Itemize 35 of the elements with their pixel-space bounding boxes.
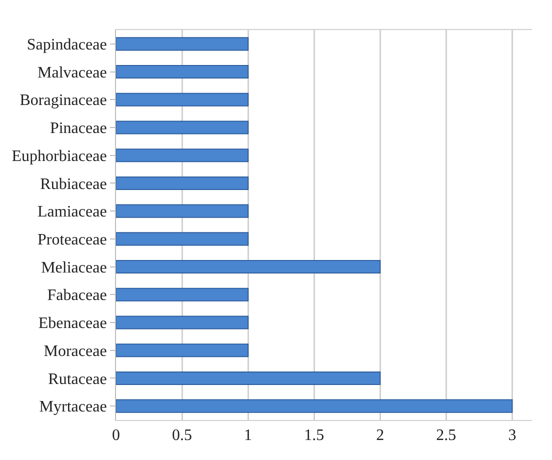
bar bbox=[116, 344, 249, 358]
bar bbox=[116, 232, 249, 246]
y-tick-label: Rubiaceae bbox=[40, 176, 107, 193]
bar bbox=[116, 204, 249, 218]
bar bbox=[116, 65, 249, 79]
bar bbox=[116, 92, 249, 106]
x-tick-label: 0.5 bbox=[172, 427, 192, 444]
x-tick-label: 1 bbox=[244, 427, 252, 444]
y-tick-label: Lamiaceae bbox=[38, 204, 107, 221]
y-tick-label: Rutaceae bbox=[48, 370, 107, 388]
bar bbox=[116, 260, 381, 274]
y-tick-label: Boraginaceae bbox=[20, 92, 107, 110]
y-tick-label: Ebenaceae bbox=[38, 315, 107, 332]
y-tick-label: Myrtaceae bbox=[39, 398, 107, 416]
x-tick-label: 1.5 bbox=[304, 427, 324, 444]
y-tick-label: Malvaceae bbox=[38, 64, 107, 82]
bar bbox=[116, 288, 249, 302]
bar bbox=[116, 399, 513, 413]
x-tick-label: 3 bbox=[508, 427, 516, 444]
bar bbox=[116, 148, 249, 162]
bar bbox=[116, 37, 249, 51]
bar bbox=[116, 176, 249, 190]
y-tick-label: Moraceae bbox=[44, 342, 107, 360]
y-tick-label: Fabaceae bbox=[47, 287, 107, 304]
bar bbox=[116, 120, 249, 134]
x-tick-label: 0 bbox=[112, 427, 120, 444]
x-tick-label: 2 bbox=[376, 427, 384, 444]
x-tick-label: 2.5 bbox=[436, 427, 456, 444]
y-tick-label: Pinaceae bbox=[50, 120, 107, 138]
y-tick-label: Proteaceae bbox=[38, 232, 107, 249]
bar bbox=[116, 316, 249, 330]
y-tick-label: Meliaceae bbox=[41, 259, 107, 276]
y-tick-label: Euphorbiaceae bbox=[12, 148, 107, 165]
bar bbox=[116, 371, 381, 385]
y-tick-label: Sapindaceae bbox=[26, 36, 107, 54]
